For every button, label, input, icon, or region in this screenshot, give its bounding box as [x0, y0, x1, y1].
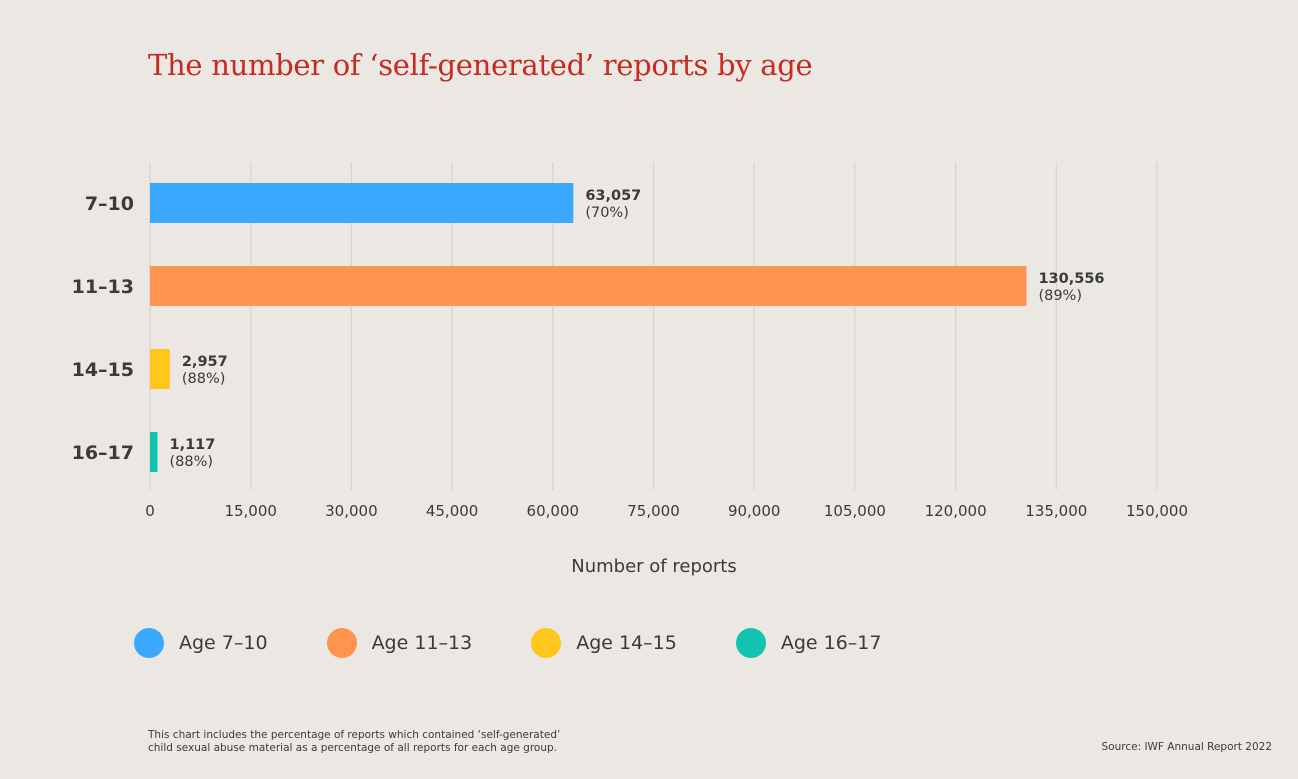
legend-swatch — [531, 628, 562, 658]
bar — [150, 266, 1027, 306]
value-label: 2,957 — [182, 354, 228, 370]
legend-item: Age 16–17 — [735, 628, 882, 658]
value-label: 1,117 — [169, 437, 215, 453]
legend-item: Age 14–15 — [531, 628, 677, 658]
category-label: 11–13 — [72, 276, 134, 298]
x-tick-label: 15,000 — [224, 502, 277, 520]
bar-chart: 0 15,000 30,000 45,000 60,000 75,000 90,000 105… — [72, 162, 1188, 520]
legend-swatch — [134, 628, 164, 658]
legend-swatch — [735, 628, 766, 658]
x-tick-label: 75,000 — [627, 502, 680, 520]
x-tick-label: 45,000 — [426, 502, 479, 520]
source-note: Source: IWF Annual Report 2022 — [1101, 741, 1273, 753]
legend-label: Age 14–15 — [576, 632, 677, 654]
value-label: 63,057 — [585, 188, 641, 204]
legend-swatch — [326, 628, 357, 658]
footnote: This chart includes the percentage of re… — [148, 729, 578, 755]
percent-label: (88%) — [169, 454, 213, 470]
legend-item: Age 11–13 — [326, 628, 473, 658]
bar — [150, 349, 170, 389]
legend-label: Age 16–17 — [780, 632, 882, 654]
x-tick-label: 90,000 — [728, 502, 781, 520]
category-label: 14–15 — [72, 359, 134, 381]
value-label: 130,556 — [1038, 271, 1104, 287]
x-tick-label: 105,000 — [824, 502, 886, 520]
x-tick-label: 150,000 — [1126, 502, 1188, 520]
x-tick-label: 0 — [145, 502, 155, 520]
legend-label: Age 11–13 — [371, 632, 473, 654]
legend-label: Age 7–10 — [179, 632, 268, 654]
footnote-line-1: This chart includes the percentage of re… — [148, 729, 561, 741]
x-axis-label: Number of reports — [571, 556, 737, 577]
bar — [150, 432, 158, 472]
x-tick-label: 30,000 — [325, 502, 378, 520]
category-label: 7–10 — [85, 193, 134, 215]
percent-label: (88%) — [182, 371, 226, 387]
category-label: 16–17 — [72, 442, 134, 464]
footnote-line-2: child sexual abuse material as a percent… — [148, 742, 557, 754]
percent-label: (89%) — [1038, 288, 1082, 304]
chart-legend: Age 7–10 Age 11–13 Age 14–15 Age 16–17 — [134, 628, 940, 658]
percent-label: (70%) — [585, 205, 629, 221]
legend-item: Age 7–10 — [134, 628, 268, 658]
bar — [150, 183, 574, 223]
x-tick-label: 120,000 — [925, 502, 987, 520]
chart-title: The number of ‘self-generated’ reports b… — [148, 48, 813, 82]
x-tick-label: 135,000 — [1025, 502, 1087, 520]
x-tick-label: 60,000 — [527, 502, 580, 520]
